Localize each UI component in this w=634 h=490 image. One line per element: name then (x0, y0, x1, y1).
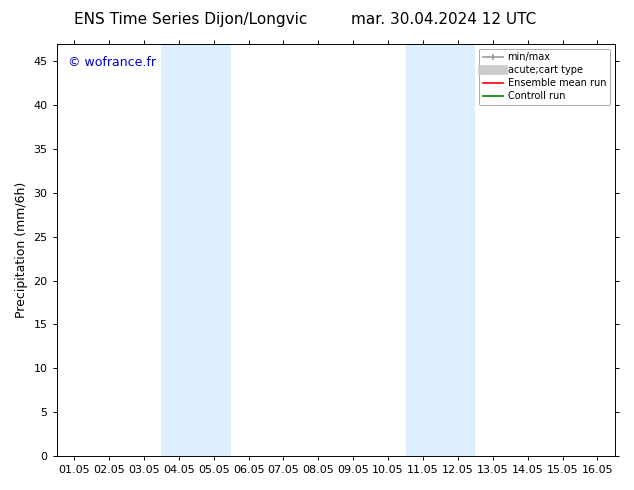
Text: ENS Time Series Dijon/Longvic: ENS Time Series Dijon/Longvic (74, 12, 307, 27)
Text: © wofrance.fr: © wofrance.fr (68, 56, 156, 69)
Legend: min/max, acute;cart type, Ensemble mean run, Controll run: min/max, acute;cart type, Ensemble mean … (479, 49, 610, 105)
Bar (162, 44, 231, 456)
Y-axis label: Precipitation (mm/6h): Precipitation (mm/6h) (15, 182, 28, 318)
Text: mar. 30.04.2024 12 UTC: mar. 30.04.2024 12 UTC (351, 12, 536, 27)
Bar (406, 44, 476, 456)
